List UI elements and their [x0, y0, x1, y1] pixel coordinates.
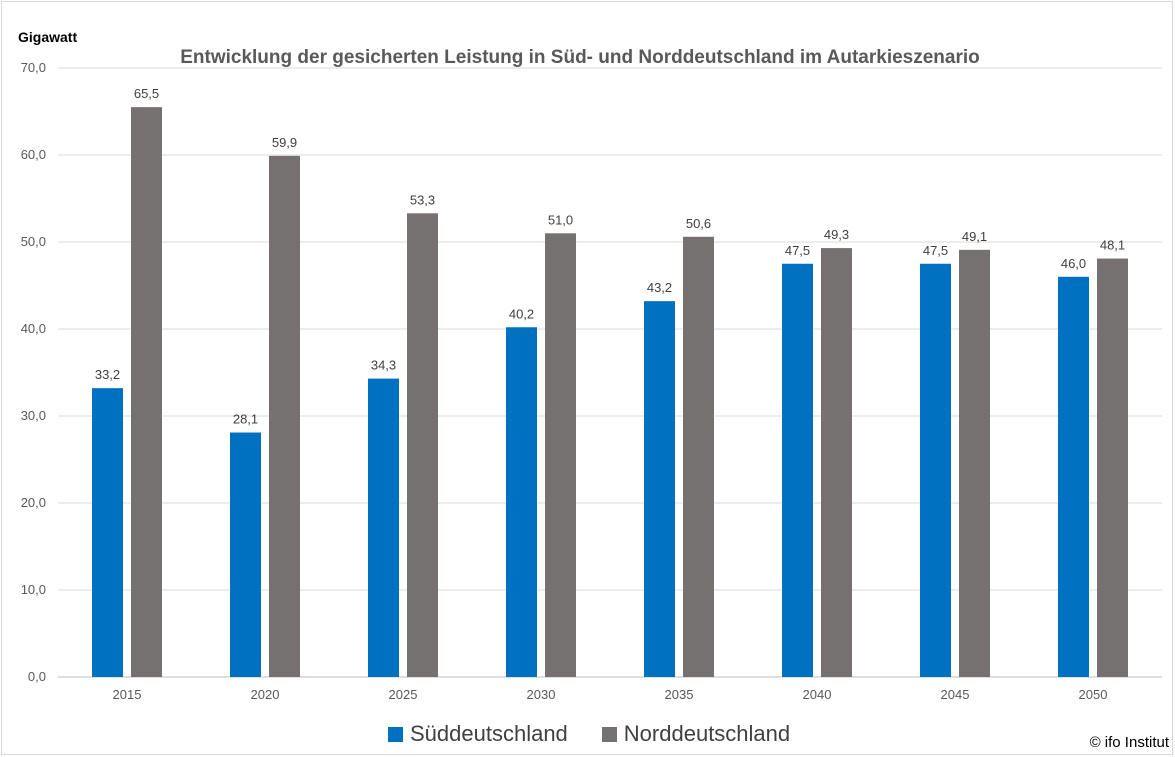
- x-tick-label: 2050: [1079, 687, 1108, 702]
- bar-sued: [782, 263, 813, 677]
- bar-sued: [506, 327, 537, 677]
- y-tick-label: 40,0: [21, 321, 46, 336]
- bar-nord: [1097, 258, 1128, 677]
- x-tick-label: 2040: [803, 687, 832, 702]
- chart-title: Entwicklung der gesicherten Leistung in …: [180, 47, 980, 68]
- y-tick-label: 10,0: [21, 582, 46, 597]
- data-label: 47,5: [923, 243, 948, 258]
- data-label: 46,0: [1061, 256, 1086, 271]
- data-label: 33,2: [95, 367, 120, 382]
- bar-sued: [920, 263, 951, 677]
- data-label: 40,2: [509, 306, 534, 321]
- y-tick-label: 60,0: [21, 147, 46, 162]
- data-label: 50,6: [686, 216, 711, 231]
- bar-nord: [683, 236, 714, 677]
- legend-swatch-nord: [601, 726, 617, 742]
- data-label: 53,3: [410, 192, 435, 207]
- bar-nord: [131, 107, 162, 677]
- legend-item-nord: Norddeutschland: [601, 721, 791, 747]
- bar-nord: [269, 155, 300, 677]
- y-tick-label: 20,0: [21, 495, 46, 510]
- legend-label-sued: Süddeutschland: [410, 721, 568, 746]
- legend-item-sued: Süddeutschland: [388, 721, 568, 747]
- data-label: 28,1: [233, 412, 258, 427]
- y-axis-label: Gigawatt: [18, 29, 77, 45]
- data-label: 65,5: [134, 86, 159, 101]
- data-label: 51,0: [548, 212, 573, 227]
- y-tick-label: 30,0: [21, 408, 46, 423]
- x-tick-label: 2025: [389, 687, 418, 702]
- x-tick-label: 2020: [251, 687, 280, 702]
- copyright-note: © ifo Institut: [1089, 734, 1169, 751]
- bar-nord: [407, 213, 438, 678]
- bar-nord: [821, 248, 852, 677]
- bar-sued: [644, 301, 675, 677]
- bar-nord: [959, 249, 990, 677]
- data-label: 59,9: [272, 135, 297, 150]
- y-tick-label: 0,0: [28, 669, 46, 684]
- bar-nord: [545, 233, 576, 678]
- legend-swatch-sued: [388, 726, 403, 742]
- data-label: 49,1: [962, 229, 987, 244]
- x-tick-label: 2030: [527, 687, 556, 702]
- bar-sued: [230, 432, 261, 677]
- x-tick-label: 2045: [941, 687, 970, 702]
- data-label: 48,1: [1100, 238, 1125, 253]
- data-label: 34,3: [371, 358, 396, 373]
- x-tick-label: 2035: [665, 687, 694, 702]
- y-tick-label: 70,0: [21, 60, 46, 75]
- data-label: 47,5: [785, 243, 810, 258]
- legend: Süddeutschland Norddeutschland: [388, 721, 824, 747]
- bar-sued: [1058, 276, 1089, 677]
- x-tick-label: 2015: [113, 687, 142, 702]
- legend-label-nord: Norddeutschland: [623, 721, 791, 746]
- bar-sued: [368, 378, 399, 677]
- data-label: 49,3: [824, 227, 849, 242]
- data-label: 43,2: [647, 280, 672, 295]
- bar-sued: [92, 388, 123, 677]
- y-tick-label: 50,0: [21, 234, 46, 249]
